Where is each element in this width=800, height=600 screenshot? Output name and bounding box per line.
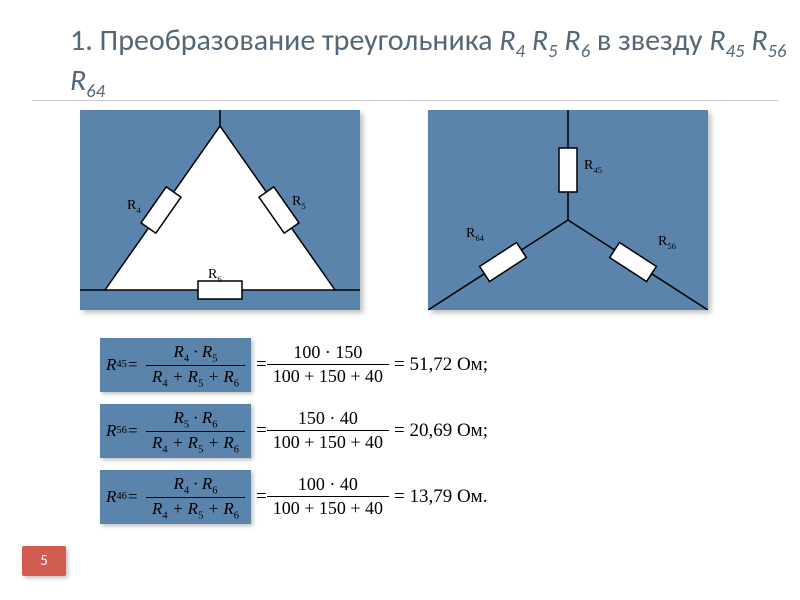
page-number-badge: 5 — [22, 546, 66, 576]
formula-r45: R45 = R4 · R5 R4 + R5 + R6 = 100 · 150 1… — [100, 338, 488, 392]
formula-box: R46 = R4 · R6 R4 + R5 + R6 — [100, 470, 251, 524]
formula-box: R45 = R4 · R5 R4 + R5 + R6 — [100, 338, 251, 392]
label-r6: R6 — [208, 267, 222, 284]
delta-diagram: R4 R5 R6 — [80, 110, 360, 310]
formula-numeric: = 100 · 40 100 + 150 + 40 = 13,79 Ом. — [256, 474, 488, 519]
formula-numeric: = 100 · 150 100 + 150 + 40 = 51,72 Ом; — [256, 342, 488, 387]
star-diagram: R45 R64 R56 — [428, 110, 708, 310]
label-r45: R45 — [584, 158, 602, 175]
title-text-a: 1. Преобразование треугольника — [70, 22, 499, 59]
label-r4: R4 — [127, 198, 141, 215]
formula-r46: R46 = R4 · R6 R4 + R5 + R6 = 100 · 40 10… — [100, 470, 487, 524]
page-number: 5 — [40, 552, 48, 570]
formula-r56: R56 = R5 · R6 R4 + R5 + R6 = 150 · 40 10… — [100, 404, 488, 458]
formula-numeric: = 150 · 40 100 + 150 + 40 = 20,69 Ом; — [256, 408, 488, 453]
slide-title: 1. Преобразование треугольника R4 R5 R6 … — [70, 22, 800, 102]
title-underline — [32, 100, 778, 101]
label-r56: R56 — [658, 234, 676, 251]
label-r5: R5 — [292, 194, 306, 211]
formula-box: R56 = R5 · R6 R4 + R5 + R6 — [100, 404, 251, 458]
label-r64: R64 — [466, 226, 484, 243]
